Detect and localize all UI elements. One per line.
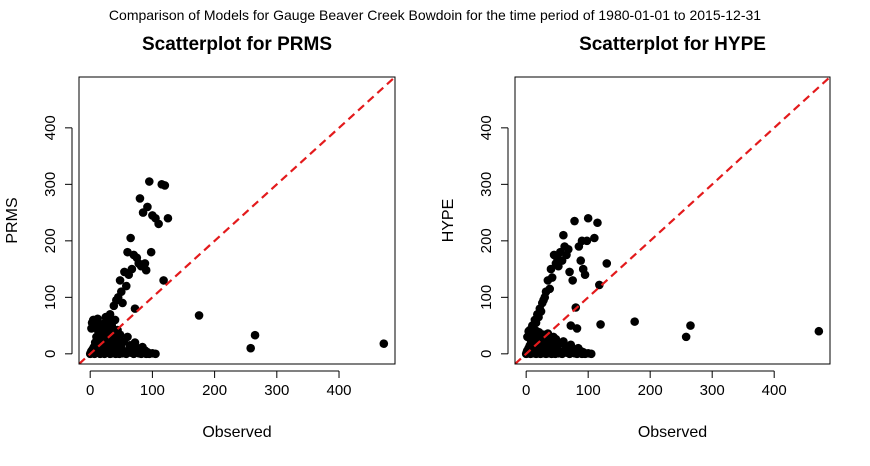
prms-data-point: [140, 259, 150, 268]
hype-y-axis: 0 100 200 300 400: [478, 115, 509, 358]
prms-data-point: [121, 281, 131, 291]
hype-data-point: [681, 332, 691, 342]
hype-chart-title: Scatterplot for HYPE: [579, 34, 766, 55]
hype-plot-frame: [514, 76, 831, 365]
prms-data-point: [110, 315, 120, 325]
hype-data-point: [602, 259, 612, 268]
prms-y-tick-label: 100: [42, 285, 59, 310]
prms-y-axis: 0 100 200 300 400: [42, 115, 73, 358]
prms-identity-line: [79, 77, 395, 364]
prms-y-tick-label: 400: [42, 115, 59, 140]
hype-panel: Scatterplot for HYPE 0 100 200 300 400 Observe…: [440, 34, 831, 441]
hype-data-point: [545, 284, 555, 294]
prms-panel: Scatterplot for PRMS 0 100 200 300 400 Observe…: [4, 34, 396, 441]
hype-data-point: [570, 216, 579, 226]
prms-data-point: [250, 330, 260, 340]
prms-x-axis: 0 100 200 300 400: [86, 370, 352, 399]
prms-x-tick-label: 100: [140, 382, 165, 399]
prms-data-point: [97, 320, 106, 329]
hype-identity-line: [515, 77, 830, 364]
hype-x-tick-label: 300: [700, 382, 725, 399]
hype-data-point: [546, 264, 556, 274]
prms-x-tick-label: 400: [327, 382, 352, 399]
hype-data-point: [586, 349, 596, 359]
hype-data-point: [559, 230, 568, 240]
prms-y-tick-label: 200: [42, 228, 59, 253]
hype-data-point: [580, 270, 590, 280]
hype-data-point: [565, 267, 574, 277]
prms-data-point: [141, 265, 151, 275]
prms-data-point: [151, 349, 160, 359]
prms-data-point: [115, 330, 125, 339]
hype-x-tick-label: 200: [638, 382, 663, 399]
prms-chart-title: Scatterplot for PRMS: [142, 34, 332, 55]
prms-data-point: [246, 343, 255, 353]
hype-y-tick-label: 100: [478, 285, 495, 310]
hype-data-point: [582, 236, 592, 246]
prms-points: [85, 177, 389, 359]
prms-data-point: [118, 298, 127, 308]
hype-x-axis: 0 100 200 300 400: [522, 370, 787, 399]
prms-data-point: [160, 181, 170, 190]
prms-data-point: [105, 309, 115, 319]
prms-data-point: [127, 264, 137, 274]
prms-data-point: [159, 276, 168, 285]
prms-data-point: [379, 339, 389, 348]
hype-y-tick-label: 400: [478, 115, 495, 140]
hype-data-point: [814, 326, 824, 336]
prms-x-tick-label: 200: [202, 382, 227, 399]
hype-points: [521, 213, 824, 359]
hype-data-point: [595, 280, 604, 290]
hype-data-point: [596, 320, 605, 329]
prms-data-point: [144, 177, 154, 186]
prms-data-point: [163, 213, 173, 223]
prms-data-point: [126, 233, 135, 243]
hype-data-point: [593, 218, 602, 228]
hype-x-tick-label: 100: [576, 382, 601, 399]
hype-y-tick-label: 300: [478, 172, 495, 197]
hype-data-point: [630, 317, 639, 326]
prms-x-axis-label: Observed: [202, 424, 271, 441]
hype-data-point: [572, 324, 582, 333]
figure-suptitle: Comparison of Models for Gauge Beaver Cr…: [109, 7, 761, 23]
prms-data-point: [123, 332, 132, 342]
hype-data-point: [536, 307, 546, 316]
prms-plot-frame: [78, 76, 396, 365]
hype-y-axis-label: HYPE: [440, 199, 457, 243]
prms-data-point: [115, 276, 125, 285]
prms-data-point: [143, 202, 152, 212]
prms-data-point: [154, 219, 163, 229]
hype-y-tick-label: 200: [478, 228, 495, 253]
hype-data-point: [568, 276, 577, 285]
hype-x-axis-label: Observed: [638, 424, 707, 441]
prms-data-point: [135, 194, 145, 203]
prms-x-tick-label: 300: [264, 382, 289, 399]
hype-x-tick-label: 400: [762, 382, 787, 399]
prms-data-point: [194, 311, 204, 320]
prms-x-tick-label: 0: [86, 382, 94, 399]
hype-y-tick-label: 0: [478, 350, 495, 358]
prms-data-point: [117, 287, 126, 296]
hype-x-tick-label: 0: [522, 382, 530, 399]
hype-data-point: [547, 273, 557, 282]
hype-data-point: [583, 213, 593, 223]
hype-data-point: [590, 233, 599, 243]
hype-data-point: [564, 245, 573, 254]
prms-y-tick-label: 300: [42, 172, 59, 197]
hype-data-point: [686, 321, 695, 330]
hype-data-point: [576, 256, 586, 265]
prms-y-axis-label: PRMS: [4, 197, 21, 243]
prms-y-tick-label: 0: [42, 350, 59, 358]
prms-data-point: [146, 247, 156, 257]
